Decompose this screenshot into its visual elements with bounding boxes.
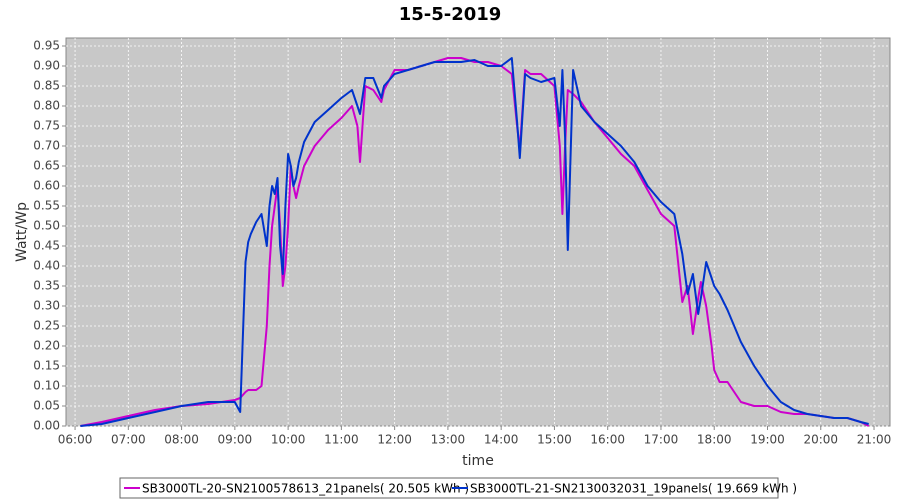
- y-tick-label: 0.15: [33, 359, 60, 373]
- y-tick-label: 0.30: [33, 299, 60, 313]
- lines: [80, 57, 870, 427]
- x-tick-label: 08:00: [164, 433, 199, 447]
- grid: [66, 38, 890, 427]
- x-tick-label: 13:00: [431, 433, 466, 447]
- y-tick-label: 0.95: [33, 39, 60, 53]
- y-axis-title: Watt/Wp: [14, 202, 30, 262]
- x-tick-label: 17:00: [644, 433, 679, 447]
- y-tick-label: 0.00: [33, 419, 60, 433]
- y-tick-label: 0.90: [33, 59, 60, 73]
- x-tick-label: 19:00: [750, 433, 785, 447]
- x-tick-label: 20:00: [803, 433, 838, 447]
- y-tick-label: 0.20: [33, 339, 60, 353]
- y-tick-label: 0.45: [33, 239, 60, 253]
- y-tick-label: 0.85: [33, 79, 60, 93]
- y-tick-label: 0.50: [33, 219, 60, 233]
- x-tick-label: 12:00: [377, 433, 412, 447]
- x-tick-label: 18:00: [697, 433, 732, 447]
- plot-area: [65, 37, 891, 427]
- y-tick-label: 0.60: [33, 179, 60, 193]
- legend-label: SB3000TL-21-SN2130032031_19panels( 19.66…: [470, 482, 797, 496]
- y-tick-label: 0.40: [33, 259, 60, 273]
- x-tick-label: 09:00: [218, 433, 253, 447]
- legend: [119, 477, 779, 499]
- y-tick-label: 0.80: [33, 99, 60, 113]
- x-tick-label: 07:00: [111, 433, 146, 447]
- x-tick-label: 14:00: [484, 433, 519, 447]
- x-axis-title: time: [462, 453, 494, 469]
- x-tick-label: 16:00: [590, 433, 625, 447]
- x-tick-label: 11:00: [324, 433, 359, 447]
- y-tick-label: 0.35: [33, 279, 60, 293]
- x-tick-label: 21:00: [857, 433, 892, 447]
- y-tick-label: 0.25: [33, 319, 60, 333]
- y-tick-label: 0.55: [33, 199, 60, 213]
- x-tick-label: 06:00: [58, 433, 93, 447]
- y-tick-label: 0.05: [33, 399, 60, 413]
- x-tick-label: 15:00: [537, 433, 572, 447]
- chart-title: 15-5-2019: [399, 4, 502, 25]
- y-tick-label: 0.10: [33, 379, 60, 393]
- y-tick-label: 0.70: [33, 139, 60, 153]
- y-tick-label: 0.75: [33, 119, 60, 133]
- x-tick-label: 10:00: [271, 433, 306, 447]
- series-line: [80, 57, 870, 427]
- legend-label: SB3000TL-20-SN2100578613_21panels( 20.50…: [142, 482, 469, 496]
- y-tick-label: 0.65: [33, 159, 60, 173]
- series-line: [80, 57, 869, 427]
